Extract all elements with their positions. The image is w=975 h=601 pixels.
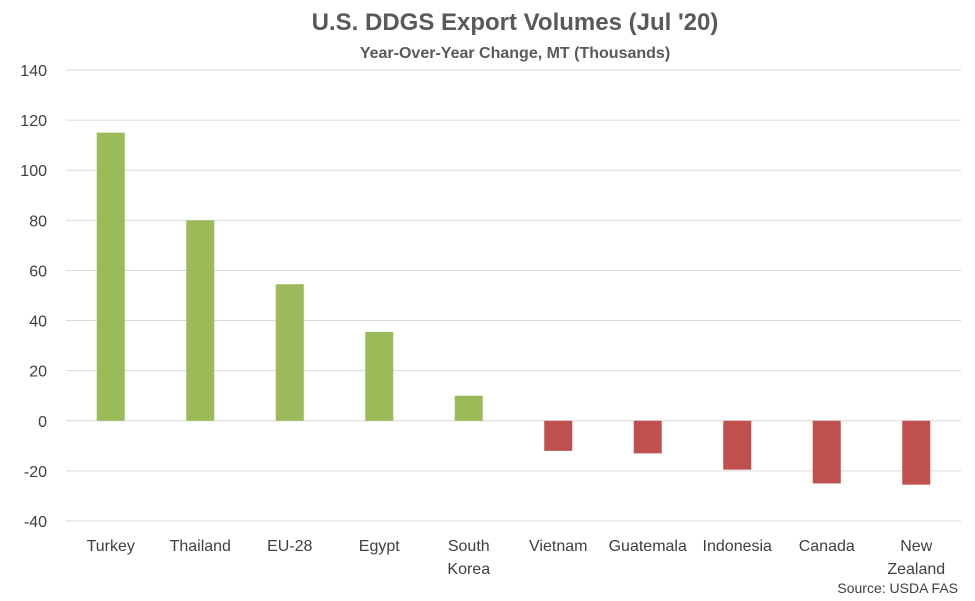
y-tick-label: 120 (20, 113, 47, 130)
bars (96, 132, 931, 485)
y-tick-label: 60 (29, 263, 47, 280)
y-tick-label: -20 (24, 464, 47, 481)
bar (902, 420, 931, 485)
x-tick-label: Zealand (887, 561, 945, 578)
y-tick-label: 80 (29, 213, 47, 230)
y-tick-label: -40 (24, 514, 47, 531)
x-tick-label: EU-28 (267, 538, 312, 555)
x-tick-label: Canada (799, 538, 855, 555)
x-tick-label: New (900, 538, 932, 555)
bar (544, 420, 573, 451)
bar (96, 132, 125, 421)
x-tick-label: Turkey (87, 538, 135, 555)
x-tick-label: Guatemala (609, 538, 687, 555)
y-tick-label: 20 (29, 364, 47, 381)
bar (454, 395, 483, 421)
source-note: Source: USDA FAS (837, 580, 958, 596)
x-tick-label: Egypt (359, 538, 400, 555)
y-tick-label: 0 (38, 414, 47, 431)
x-tick-label: Korea (447, 561, 490, 578)
chart-subtitle: Year-Over-Year Change, MT (Thousands) (360, 45, 670, 62)
bar (186, 220, 215, 421)
bar (633, 420, 662, 454)
x-axis-labels: Turkey Thailand EU-28 Egypt South Korea Vietna… (87, 538, 946, 578)
x-tick-label: Vietnam (529, 538, 587, 555)
y-axis-ticks: -40 -20 0 20 40 60 80 100 120 140 (20, 63, 47, 531)
bar (723, 420, 752, 470)
bar (275, 284, 304, 421)
bar (365, 331, 394, 421)
x-tick-label: South (448, 538, 490, 555)
x-tick-label: Indonesia (703, 538, 772, 555)
bar (812, 420, 841, 484)
y-tick-label: 140 (20, 63, 47, 80)
x-tick-label: Thailand (170, 538, 231, 555)
gridlines (66, 69, 961, 522)
y-tick-label: 100 (20, 163, 47, 180)
y-tick-label: 40 (29, 314, 47, 331)
chart-title: U.S. DDGS Export Volumes (Jul '20) (312, 9, 719, 36)
